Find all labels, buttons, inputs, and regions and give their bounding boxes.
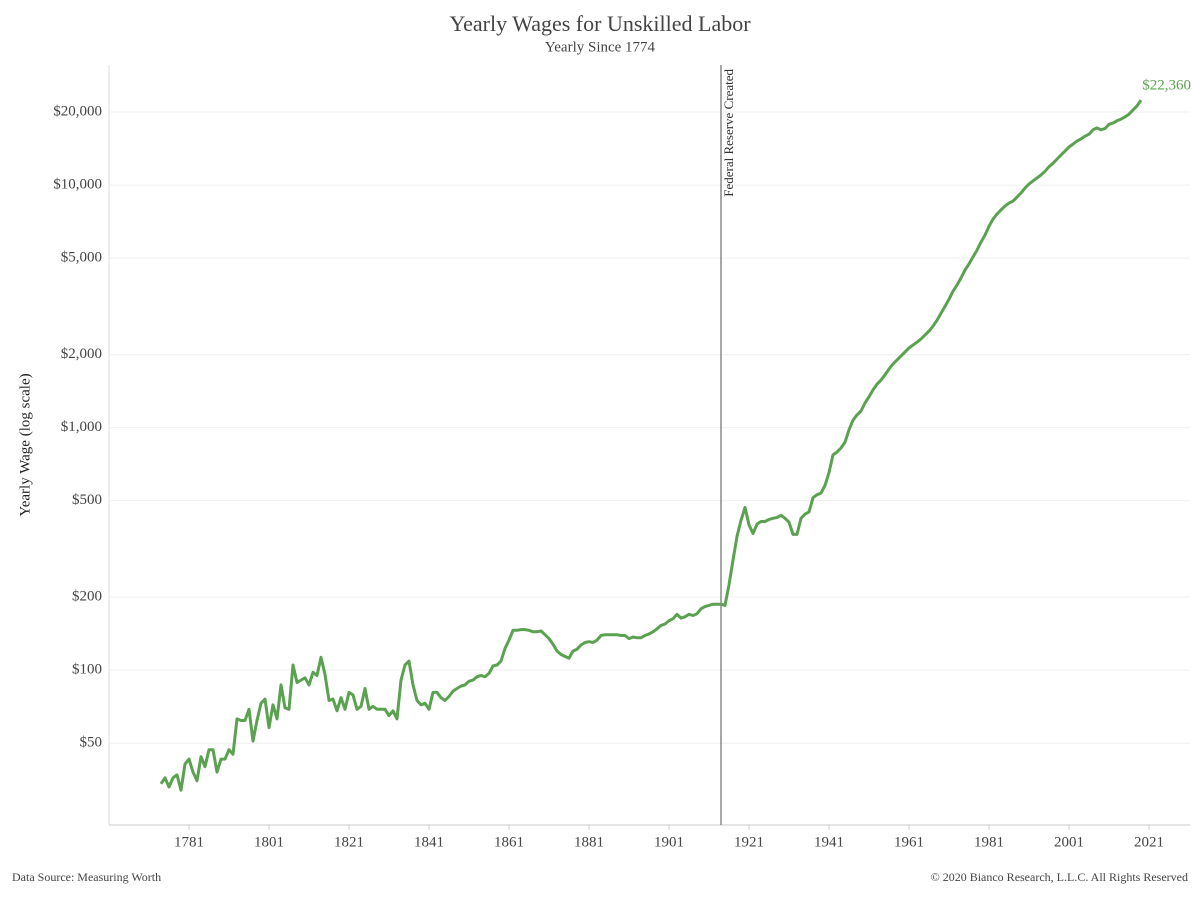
y-tick-label: $100: [72, 662, 102, 678]
copyright-note: © 2020 Bianco Research, L.L.C. All Right…: [931, 870, 1188, 884]
x-tick-label: 1941: [814, 834, 844, 850]
y-tick-label: $10,000: [53, 177, 102, 193]
chart-subtitle: Yearly Since 1774: [545, 39, 656, 55]
y-tick-label: $500: [72, 492, 102, 508]
x-tick-label: 1881: [574, 834, 604, 850]
event-label: Federal Reserve Created: [721, 69, 736, 197]
y-axis-label: Yearly Wage (log scale): [17, 373, 33, 516]
y-tick-label: $2,000: [61, 346, 102, 362]
x-tick-label: 1861: [494, 834, 524, 850]
x-tick-label: 1801: [254, 834, 284, 850]
chart-title: Yearly Wages for Unskilled Labor: [449, 11, 751, 36]
y-tick-label: $50: [80, 735, 103, 751]
y-tick-label: $5,000: [61, 250, 102, 266]
data-line: [159, 99, 1143, 792]
x-tick-label: 1821: [334, 834, 364, 850]
x-tick-label: 1981: [974, 834, 1004, 850]
x-tick-label: 1961: [894, 834, 924, 850]
source-note: Data Source: Measuring Worth: [12, 870, 161, 884]
y-tick-label: $20,000: [53, 103, 102, 119]
x-tick-label: 2021: [1134, 834, 1164, 850]
x-tick-label: 1781: [174, 834, 204, 850]
x-tick-label: 1921: [734, 834, 764, 850]
x-tick-label: 1901: [654, 834, 684, 850]
x-tick-label: 1841: [414, 834, 444, 850]
x-tick-label: 2001: [1054, 834, 1084, 850]
end-value-label: $22,360: [1142, 78, 1191, 94]
y-tick-label: $1,000: [61, 419, 102, 435]
y-tick-label: $200: [72, 589, 102, 605]
